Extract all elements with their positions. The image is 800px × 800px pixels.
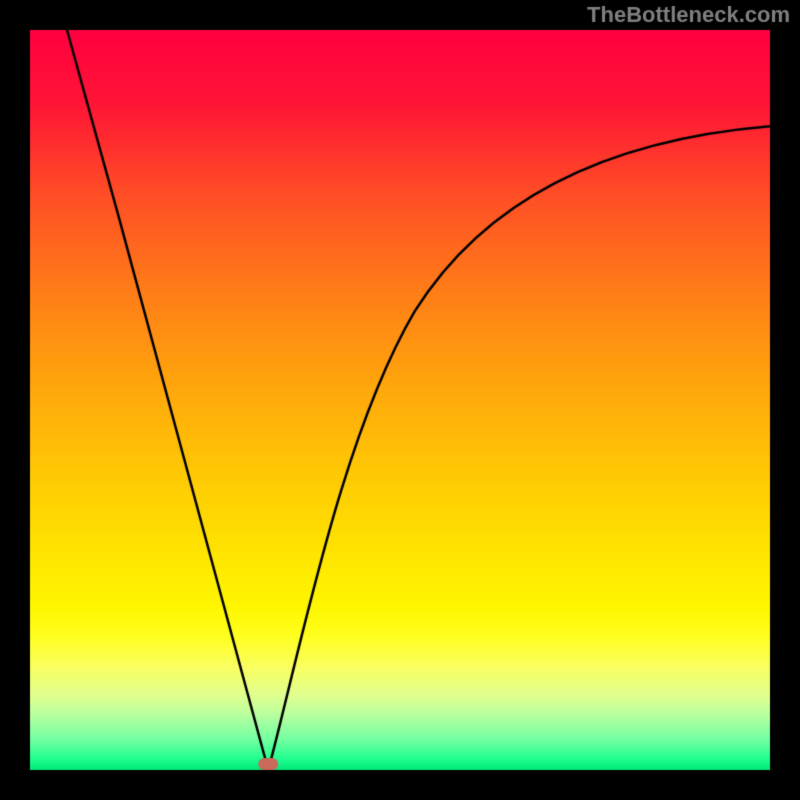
bottleneck-chart [0,0,800,800]
